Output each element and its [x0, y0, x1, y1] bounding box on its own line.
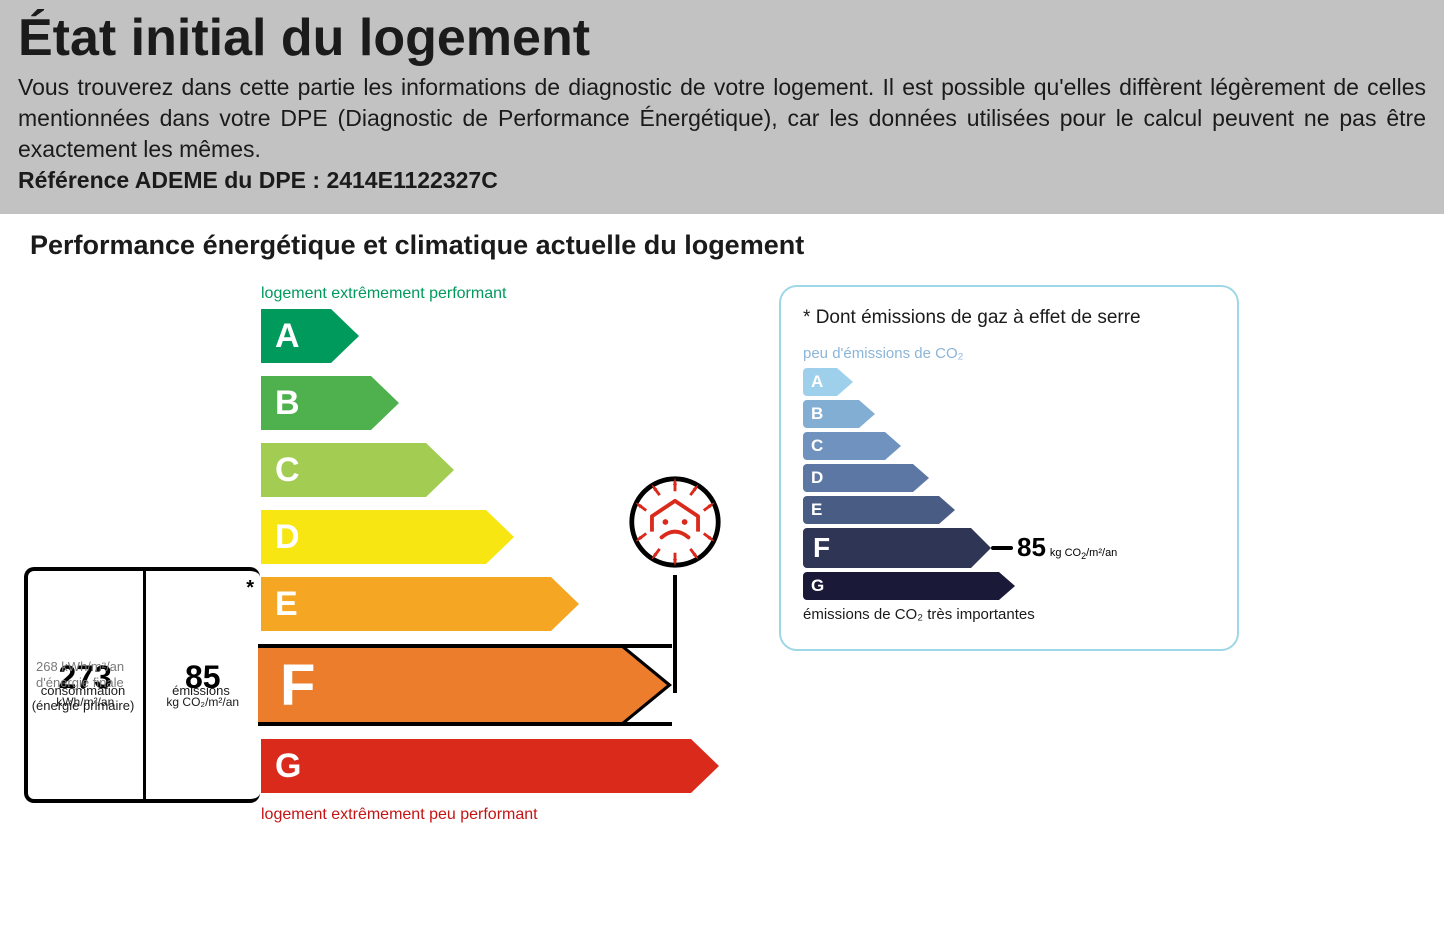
ges-row-e: E	[803, 496, 1215, 524]
ges-row-b: B	[803, 400, 1215, 428]
ges-value: 85kg CO2/m²/an	[1017, 532, 1117, 563]
main-row: logement extrêmement performant ABCDEcon…	[24, 285, 1420, 824]
energy-subnote: 268 kWh/m²/an d'énergie finale	[36, 659, 166, 690]
ges-letter-a: A	[803, 368, 837, 396]
header-panel: État initial du logement Vous trouverez …	[0, 0, 1444, 214]
ges-panel: Dont émissions de gaz à effet de serre p…	[779, 285, 1239, 650]
sad-house-icon	[627, 474, 723, 693]
energy-row-g: G	[24, 739, 719, 793]
header-body-text: Vous trouverez dans cette partie les inf…	[18, 74, 1426, 162]
energy-letter-g: G	[261, 739, 691, 793]
ges-letter-b: B	[803, 400, 859, 428]
energy-letter-f: F	[258, 648, 626, 722]
energy-row-a: A	[24, 309, 719, 363]
energy-chart: ABCDEconsommation (énergie primaire)émis…	[24, 309, 719, 793]
ges-chart: ABCDEF 85kg CO2/m²/an G	[803, 368, 1215, 600]
header-body: Vous trouverez dans cette partie les inf…	[18, 72, 1426, 196]
ges-title: Dont émissions de gaz à effet de serre	[803, 305, 1215, 331]
ges-top-caption: peu d'émissions de CO₂	[803, 345, 1215, 362]
ges-row-g: G	[803, 572, 1215, 600]
energy-bottom-caption: logement extrêmement peu performant	[261, 806, 719, 824]
page-title: État initial du logement	[18, 8, 1426, 68]
emissions-unit: kg CO₂/m²/an	[166, 695, 239, 709]
ges-row-c: C	[803, 432, 1215, 460]
energy-letter-d: D	[261, 510, 486, 564]
ges-bottom-caption: émissions de CO₂ très importantes	[803, 606, 1215, 625]
ges-row-a: A	[803, 368, 1215, 396]
ges-row-d: D	[803, 464, 1215, 492]
emissions-value: 85	[185, 661, 221, 693]
content-panel: Performance énergétique et climatique ac…	[0, 214, 1444, 854]
ademe-ref: Référence ADEME du DPE : 2414E1122327C	[18, 167, 498, 193]
ges-letter-g: G	[803, 572, 999, 600]
energy-chart-wrap: logement extrêmement performant ABCDEcon…	[24, 285, 719, 824]
energy-letter-a: A	[261, 309, 331, 363]
ges-letter-e: E	[803, 496, 939, 524]
energy-top-caption: logement extrêmement performant	[261, 285, 719, 303]
ges-letter-d: D	[803, 464, 913, 492]
ges-letter-f: F	[803, 528, 971, 568]
energy-row-b: B	[24, 376, 719, 430]
ges-row-f: F 85kg CO2/m²/an	[803, 528, 1215, 568]
content-subtitle: Performance énergétique et climatique ac…	[30, 230, 1420, 261]
energy-row-d: D	[24, 510, 719, 564]
energy-letter-e: E	[261, 577, 551, 631]
energy-row-f: consommation (énergie primaire)émissions…	[24, 644, 719, 726]
energy-letter-c: C	[261, 443, 426, 497]
energy-letter-b: B	[261, 376, 371, 430]
ges-letter-c: C	[803, 432, 885, 460]
energy-row-c: C	[24, 443, 719, 497]
